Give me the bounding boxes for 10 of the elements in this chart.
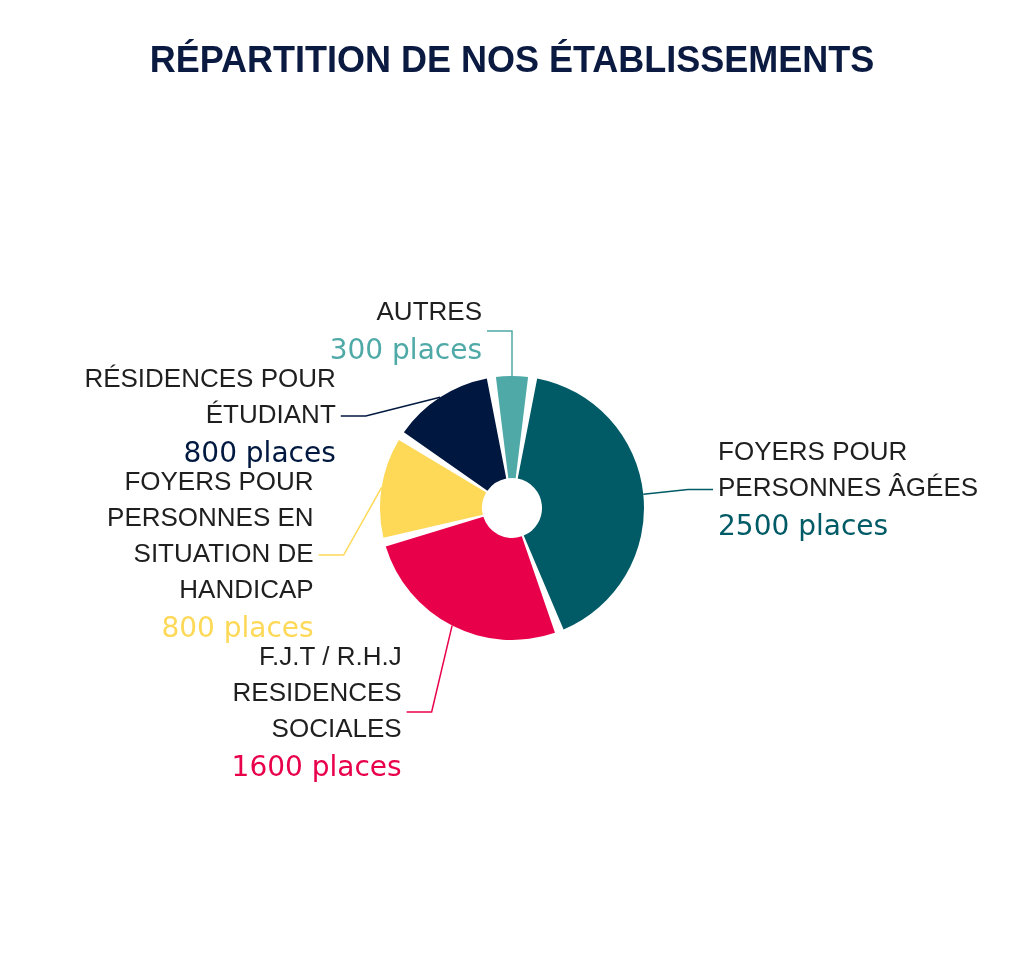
data-label: 2500 places — [718, 509, 889, 542]
data-label: 800 places — [183, 435, 336, 469]
data-label: 300 places — [329, 332, 482, 366]
slice-label: F.J.T / R.H.J RESIDENCES SOCIALES — [232, 641, 402, 743]
chart-title: RÉPARTITION DE NOS ÉTABLISSEMENTS — [149, 38, 875, 80]
data-label: 1600 places — [231, 749, 402, 783]
slice-label: AUTRES — [376, 296, 482, 326]
slice-label: FOYERS POUR PERSONNES ÂGÉES — [718, 436, 979, 503]
data-label: 800 places — [161, 610, 314, 644]
slice-label: RÉSIDENCES POUR ÉTUDIANT — [84, 363, 336, 429]
